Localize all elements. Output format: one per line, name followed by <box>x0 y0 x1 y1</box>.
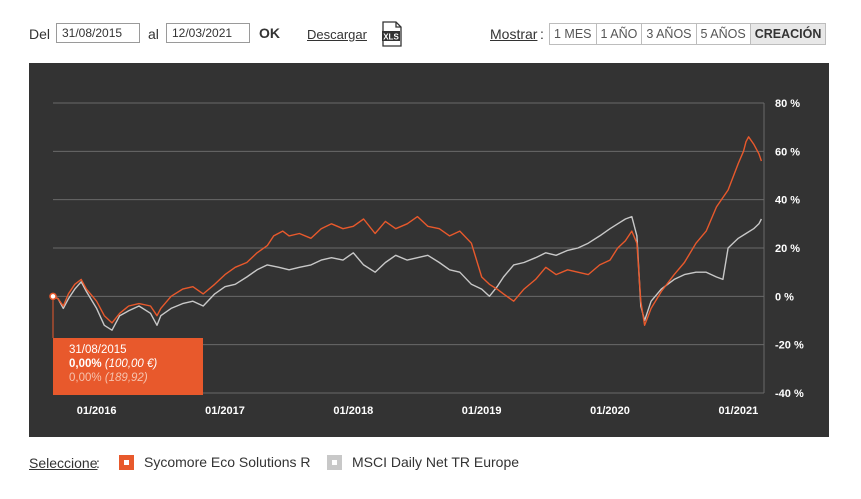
ok-button[interactable]: OK <box>259 25 280 41</box>
legend: Seleccione : Sycomore Eco Solutions R MS… <box>0 448 861 478</box>
x-tick-label: 01/2018 <box>333 405 373 417</box>
legend-label-fund: Sycomore Eco Solutions R <box>144 454 311 470</box>
tooltip-date: 31/08/2015 <box>69 344 127 356</box>
show-label: Mostrar <box>490 26 538 42</box>
legend-item-fund[interactable]: Sycomore Eco Solutions R <box>119 454 311 470</box>
from-date-input[interactable] <box>56 23 140 43</box>
x-tick-label: 01/2017 <box>205 405 245 417</box>
y-tick-label: 40 % <box>775 195 800 207</box>
tooltip-fund-value: (100,00 €) <box>104 358 158 370</box>
to-date-input[interactable] <box>166 23 250 43</box>
tooltip-index-value: (189,92) <box>104 372 148 384</box>
performance-chart: 80 % 60 % 40 % 20 % 0 % -20 % -40 % 01/2016 01/2… <box>29 63 829 437</box>
tooltip-index-line: 0,00% (189,92) <box>69 371 203 385</box>
from-label: Del <box>29 26 51 42</box>
to-label: al <box>148 26 159 42</box>
range-3-years-button[interactable]: 3 AÑOS <box>642 24 697 44</box>
y-tick-label: 60 % <box>775 146 800 158</box>
x-tick-label: 01/2019 <box>462 405 502 417</box>
y-tick-label: 0 % <box>775 291 794 303</box>
tooltip-fund-line: 0,00% (100,00 €) <box>69 357 203 371</box>
y-tick-label: -40 % <box>775 388 804 400</box>
download-link[interactable]: Descargar <box>307 27 367 42</box>
toolbar: Del al OK Descargar XLS Mostrar : 1 MES … <box>0 0 861 60</box>
range-creation-button[interactable]: CREACIÓN <box>750 24 826 44</box>
x-tick-label: 01/2021 <box>718 405 758 417</box>
select-label: Seleccione <box>29 455 98 471</box>
legend-item-index[interactable]: MSCI Daily Net TR Europe <box>327 454 519 470</box>
x-tick-label: 01/2020 <box>590 405 630 417</box>
y-tick-label: -20 % <box>775 340 804 352</box>
legend-label-index: MSCI Daily Net TR Europe <box>352 454 520 470</box>
y-tick-label: 80 % <box>775 98 800 110</box>
xls-icon-label: XLS <box>383 32 399 41</box>
range-1-month-button[interactable]: 1 MES <box>550 24 597 44</box>
range-1-year-button[interactable]: 1 AÑO <box>596 24 643 44</box>
show-colon: : <box>540 26 544 42</box>
y-tick-label: 20 % <box>775 243 800 255</box>
legend-swatch-index <box>327 454 342 470</box>
select-colon: : <box>96 455 100 471</box>
x-tick-label: 01/2016 <box>77 405 117 417</box>
xls-file-icon[interactable]: XLS <box>381 21 403 47</box>
range-5-years-button[interactable]: 5 AÑOS <box>696 24 751 44</box>
tooltip-fund-pct: 0,00% <box>69 358 102 370</box>
legend-swatch-fund <box>119 454 134 470</box>
series-line-fund <box>52 136 763 326</box>
tooltip-index-pct: 0,00% <box>69 372 102 384</box>
start-point-marker <box>49 292 57 301</box>
series-line-index <box>52 215 763 331</box>
chart-tooltip: 31/08/2015 0,00% (100,00 €) 0,00% (189,9… <box>53 338 203 395</box>
range-selector: 1 MES 1 AÑO 3 AÑOS 5 AÑOS CREACIÓN <box>549 23 827 45</box>
